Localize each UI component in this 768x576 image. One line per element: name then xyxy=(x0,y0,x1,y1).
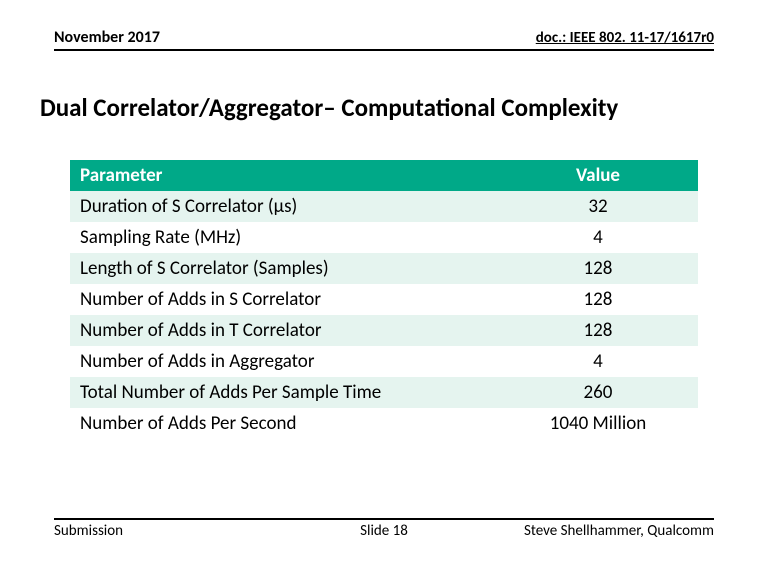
table-header-row: Parameter Value xyxy=(70,160,698,191)
col-header-parameter: Parameter xyxy=(70,160,498,191)
table-row: Duration of S Correlator (µs) 32 xyxy=(70,191,698,222)
value-cell: 4 xyxy=(498,346,698,377)
complexity-table: Parameter Value Duration of S Correlator… xyxy=(70,160,698,439)
param-cell: Number of Adds in T Correlator xyxy=(70,315,498,346)
footer-slide-number: Slide 18 xyxy=(360,522,408,540)
value-cell: 128 xyxy=(498,253,698,284)
param-cell: Sampling Rate (MHz) xyxy=(70,222,498,253)
table-row: Number of Adds in T Correlator 128 xyxy=(70,315,698,346)
param-cell: Number of Adds in Aggregator xyxy=(70,346,498,377)
table-row: Number of Adds Per Second 1040 Million xyxy=(70,408,698,439)
value-cell: 128 xyxy=(498,284,698,315)
slide-footer: Submission Slide 18 Steve Shellhammer, Q… xyxy=(54,518,714,540)
param-cell: Duration of S Correlator (µs) xyxy=(70,191,498,222)
table-row: Number of Adds in Aggregator 4 xyxy=(70,346,698,377)
value-cell: 32 xyxy=(498,191,698,222)
header-date: November 2017 xyxy=(54,28,160,47)
value-cell: 128 xyxy=(498,315,698,346)
slide-header: November 2017 doc.: IEEE 802. 11-17/1617… xyxy=(54,28,714,51)
value-cell: 260 xyxy=(498,377,698,408)
footer-author: Steve Shellhammer, Qualcomm xyxy=(524,522,714,540)
value-cell: 4 xyxy=(498,222,698,253)
table-row: Number of Adds in S Correlator 128 xyxy=(70,284,698,315)
col-header-value: Value xyxy=(498,160,698,191)
value-cell: 1040 Million xyxy=(498,408,698,439)
param-cell: Length of S Correlator (Samples) xyxy=(70,253,498,284)
param-cell: Total Number of Adds Per Sample Time xyxy=(70,377,498,408)
footer-left: Submission xyxy=(54,522,123,540)
header-docref: doc.: IEEE 802. 11-17/1617r0 xyxy=(536,29,714,47)
param-cell: Number of Adds in S Correlator xyxy=(70,284,498,315)
slide-title: Dual Correlator/Aggregator– Computationa… xyxy=(40,92,728,123)
table-row: Total Number of Adds Per Sample Time 260 xyxy=(70,377,698,408)
table-row: Sampling Rate (MHz) 4 xyxy=(70,222,698,253)
table-row: Length of S Correlator (Samples) 128 xyxy=(70,253,698,284)
param-cell: Number of Adds Per Second xyxy=(70,408,498,439)
